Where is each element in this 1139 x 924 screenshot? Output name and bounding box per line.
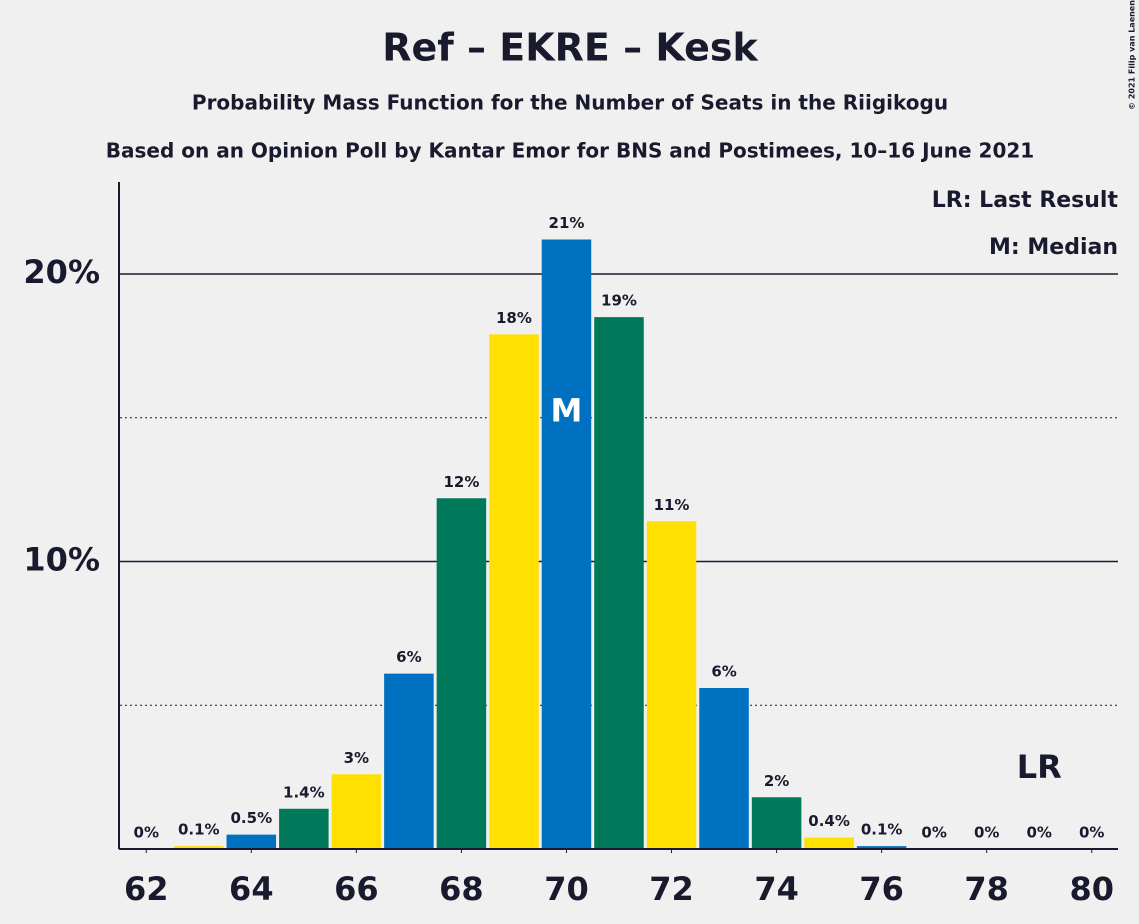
bar <box>174 846 224 849</box>
x-tick-label: 80 <box>1069 870 1114 908</box>
x-tick-label: 78 <box>964 870 1009 908</box>
x-tick-label: 72 <box>649 870 694 908</box>
value-label: 18% <box>496 309 532 327</box>
bar <box>856 846 907 849</box>
value-label: 1.4% <box>283 783 325 801</box>
x-tick-label: 68 <box>439 870 484 908</box>
bar <box>804 837 854 849</box>
bar <box>331 774 382 849</box>
bar <box>384 673 434 849</box>
bar <box>699 688 749 849</box>
value-label: 21% <box>549 214 585 232</box>
bar <box>226 834 277 849</box>
median-marker: M <box>551 392 583 430</box>
bar <box>436 498 487 849</box>
bar <box>646 521 697 849</box>
value-label: 2% <box>764 772 789 790</box>
bar <box>751 797 802 849</box>
last-result-marker: LR <box>1017 748 1062 786</box>
value-label: 0% <box>1026 824 1051 842</box>
value-label: 0.1% <box>861 821 903 839</box>
value-label: 6% <box>396 648 421 666</box>
x-tick-label: 76 <box>859 870 904 908</box>
value-label: 6% <box>711 663 736 681</box>
chart-title: Ref – EKRE – Kesk <box>382 26 758 70</box>
value-label: 19% <box>601 292 637 310</box>
chart-subtitle: Based on an Opinion Poll by Kantar Emor … <box>106 139 1034 163</box>
x-tick-label: 70 <box>544 870 589 908</box>
y-tick-label: 10% <box>23 541 100 579</box>
value-label: 0.1% <box>178 821 220 839</box>
bar <box>541 239 592 849</box>
value-label: 0% <box>1079 824 1104 842</box>
x-tick-label: 74 <box>754 870 799 908</box>
bar <box>279 808 329 849</box>
value-label: 0.5% <box>231 809 273 827</box>
value-label: 0.4% <box>808 812 850 830</box>
x-tick-label: 66 <box>334 870 379 908</box>
copyright: © 2021 Filip van Laenen <box>1128 0 1137 110</box>
chart-subtitle: Probability Mass Function for the Number… <box>192 91 948 115</box>
value-label: 3% <box>344 749 369 767</box>
bar <box>594 317 644 849</box>
value-label: 11% <box>654 496 690 514</box>
y-tick-label: 20% <box>23 253 100 291</box>
value-label: 12% <box>443 473 479 491</box>
value-label: 0% <box>921 824 946 842</box>
bar <box>489 334 539 849</box>
x-tick-label: 62 <box>124 870 169 908</box>
value-label: 0% <box>134 824 159 842</box>
x-tick-label: 64 <box>229 870 274 908</box>
legend-entry: LR: Last Result <box>932 188 1119 213</box>
value-label: 0% <box>974 824 999 842</box>
legend-entry: M: Median <box>989 235 1118 260</box>
